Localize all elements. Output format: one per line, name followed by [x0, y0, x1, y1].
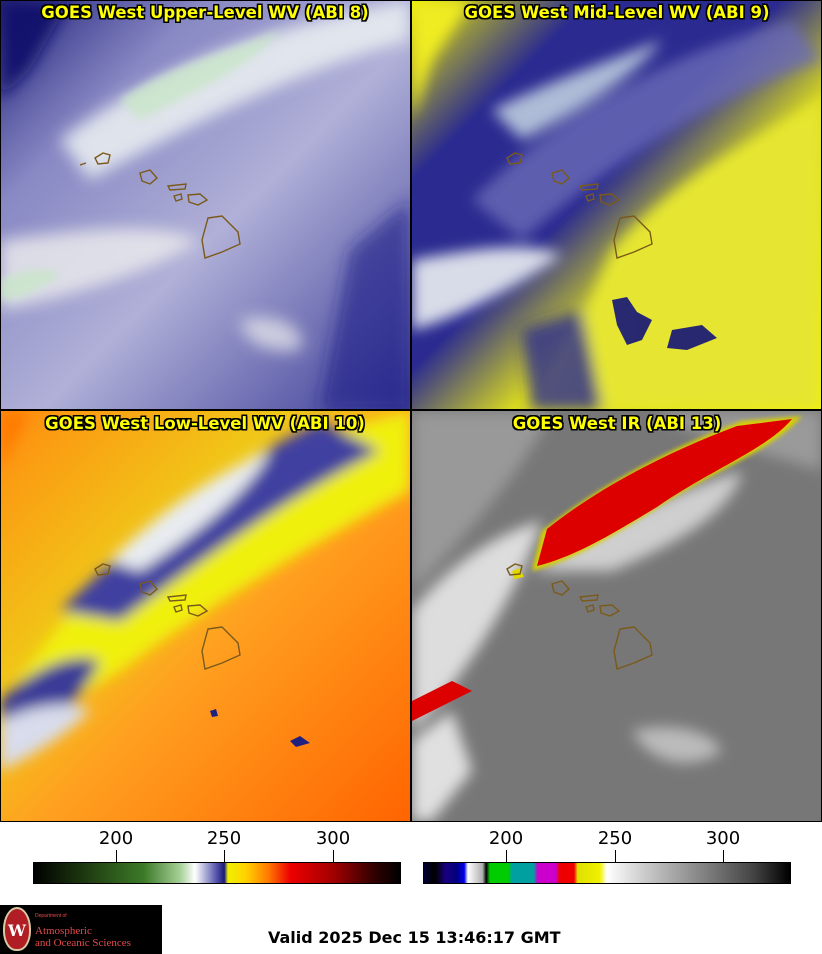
panel-frame	[0, 0, 822, 822]
coastlines	[79, 152, 241, 259]
panel-divider-vertical	[410, 0, 412, 822]
aos-logo: W Department of Atmospheric and Oceanic …	[0, 905, 162, 954]
panel-title: GOES West Upper-Level WV (ABI 8)	[41, 3, 369, 22]
logo-department-text: Department of	[35, 913, 67, 919]
upper-level-wv-image	[0, 0, 410, 410]
wv-colorbar	[33, 862, 401, 884]
ir-colorbar-tick	[723, 850, 724, 862]
low-level-wv-image	[0, 411, 410, 821]
coastlines	[506, 563, 653, 670]
ir-colorbar-tick	[615, 850, 616, 862]
ir-image	[412, 411, 822, 821]
ir-colorbar-tick	[506, 850, 507, 862]
panel-title: GOES West Low-Level WV (ABI 10)	[45, 414, 365, 433]
panel-title: GOES West IR (ABI 13)	[512, 414, 722, 433]
panel-divider-horizontal	[0, 409, 822, 411]
panel-low-level-wv: GOES West Low-Level WV (ABI 10)	[0, 411, 410, 821]
ir-colorbar-tick-label: 200	[488, 828, 524, 849]
ir-colorbar-tick-label: 300	[705, 828, 741, 849]
wv-colorbar-tick	[333, 850, 334, 862]
wv-colorbar-tick-label: 300	[315, 828, 351, 849]
wv-colorbar-tick	[224, 850, 225, 862]
uw-seal-icon: W	[3, 907, 31, 951]
coastlines	[506, 152, 653, 259]
ir-colorbar-tick-label: 250	[597, 828, 633, 849]
mid-level-wv-image	[412, 0, 822, 410]
wv-colorbar-tick-label: 200	[98, 828, 134, 849]
panel-upper-level-wv: GOES West Upper-Level WV (ABI 8)	[0, 0, 410, 410]
coastlines	[94, 563, 241, 670]
valid-time-label: Valid 2025 Dec 15 13:46:17 GMT	[268, 928, 561, 947]
wv-colorbar-tick-label: 250	[206, 828, 242, 849]
wv-colorbar-tick	[116, 850, 117, 862]
ir-colorbar	[423, 862, 791, 884]
panel-ir: GOES West IR (ABI 13)	[412, 411, 822, 821]
logo-name-text: Atmospheric and Oceanic Sciences	[35, 925, 131, 949]
panel-mid-level-wv: GOES West Mid-Level WV (ABI 9)	[412, 0, 822, 410]
panel-title: GOES West Mid-Level WV (ABI 9)	[464, 3, 770, 22]
